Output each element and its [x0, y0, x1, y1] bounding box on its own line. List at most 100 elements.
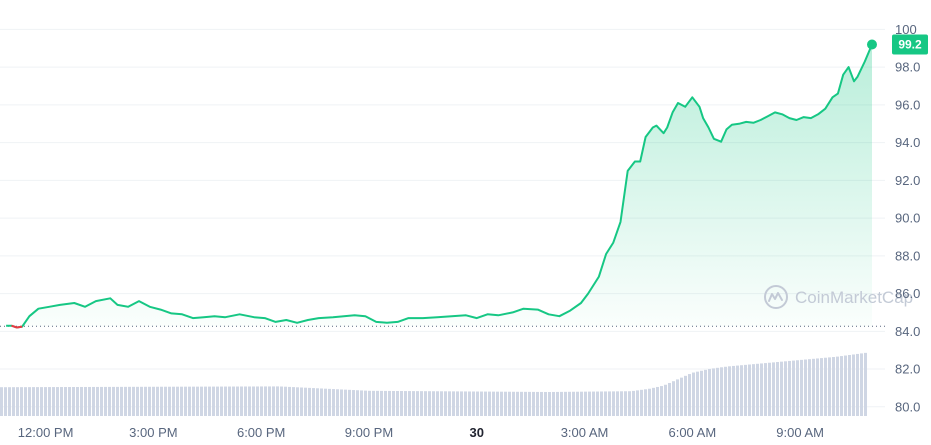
volume-bar [616, 391, 619, 416]
volume-bar [584, 391, 587, 416]
y-tick-label: 96.0 [895, 97, 920, 112]
volume-bars [0, 352, 867, 416]
volume-bar [248, 386, 251, 416]
volume-bar [52, 387, 55, 416]
volume-bar [516, 391, 519, 416]
volume-bar [120, 386, 123, 416]
volume-bar [680, 377, 683, 416]
volume-bar [792, 360, 795, 416]
volume-bar [212, 386, 215, 416]
volume-bar [100, 386, 103, 416]
volume-bar [140, 386, 143, 416]
volume-bar [484, 391, 487, 416]
volume-bar [544, 391, 547, 416]
current-price-tag-bg [892, 34, 928, 55]
volume-bar [296, 387, 299, 416]
volume-bar [116, 386, 119, 416]
volume-bar [656, 386, 659, 416]
volume-bar [160, 386, 163, 416]
volume-bar [556, 391, 559, 416]
volume-bar [152, 386, 155, 416]
x-axis-ticks: 12:00 PM 3:00 PM 6:00 PM 9:00 PM 30 3:00 AM 6:… [18, 425, 824, 440]
volume-bar [400, 391, 403, 416]
volume-bar [596, 391, 599, 416]
volume-bar [136, 386, 139, 416]
y-tick-label: 98.0 [895, 60, 920, 75]
volume-bar [512, 391, 515, 416]
volume-bar [712, 368, 715, 416]
volume-bar [348, 389, 351, 416]
volume-bar [816, 358, 819, 416]
volume-bar [468, 391, 471, 416]
volume-bar [840, 356, 843, 416]
volume-bar [408, 391, 411, 416]
volume-bar [608, 391, 611, 416]
volume-bar [292, 387, 295, 416]
volume-bar [548, 391, 551, 416]
price-line-down [11, 324, 23, 329]
volume-bar [836, 356, 839, 416]
volume-bar [108, 386, 111, 416]
volume-bar [340, 389, 343, 416]
volume-bar [812, 358, 815, 416]
volume-bar [508, 391, 511, 416]
volume-bar [80, 386, 83, 416]
volume-bar [312, 388, 315, 416]
volume-bar [412, 391, 415, 416]
volume-bar [720, 367, 723, 416]
volume-bar [132, 386, 135, 416]
volume-bar [68, 387, 71, 416]
x-tick-label: 9:00 PM [345, 425, 393, 440]
volume-bar [640, 389, 643, 416]
volume-bar [436, 391, 439, 416]
current-price-label: 99.2 [898, 37, 922, 51]
volume-bar [420, 391, 423, 416]
volume-bar [480, 391, 483, 416]
volume-bar [784, 361, 787, 416]
watermark-text: CoinMarketCap [795, 288, 913, 307]
volume-bar [688, 374, 691, 416]
volume-bar [632, 390, 635, 416]
volume-bar [752, 364, 755, 416]
volume-bar [228, 386, 231, 416]
volume-bar [820, 358, 823, 416]
volume-bar [700, 370, 703, 416]
volume-bar [716, 367, 719, 416]
volume-bar [496, 391, 499, 416]
volume-bar [356, 390, 359, 416]
volume-bar [56, 387, 59, 416]
volume-bar [184, 386, 187, 416]
volume-bar [500, 391, 503, 416]
coinmarketcap-icon-mark [768, 292, 783, 302]
volume-bar [264, 386, 267, 416]
volume-bar [848, 355, 851, 416]
volume-bar [552, 391, 555, 416]
volume-bar [476, 391, 479, 416]
volume-bar [148, 386, 151, 416]
volume-bar [864, 352, 867, 416]
volume-bar [628, 391, 631, 416]
volume-bar [224, 386, 227, 416]
volume-bar [380, 390, 383, 416]
volume-bar [4, 387, 7, 416]
volume-bar [504, 391, 507, 416]
volume-bar [0, 387, 3, 416]
volume-bar [472, 391, 475, 416]
volume-bar [16, 387, 19, 416]
volume-bar [800, 359, 803, 416]
volume-bar [156, 386, 159, 416]
volume-bar [376, 390, 379, 416]
volume-bar [84, 386, 87, 416]
volume-bar [88, 386, 91, 416]
volume-bar [392, 390, 395, 416]
x-tick-label: 3:00 AM [561, 425, 609, 440]
volume-bar [764, 363, 767, 416]
volume-bar [252, 386, 255, 416]
volume-bar [728, 366, 731, 416]
volume-bar [808, 359, 811, 416]
volume-bar [452, 391, 455, 416]
volume-bar [652, 387, 655, 416]
volume-bar [308, 387, 311, 416]
volume-bar [316, 388, 319, 416]
x-tick-label: 12:00 PM [18, 425, 74, 440]
